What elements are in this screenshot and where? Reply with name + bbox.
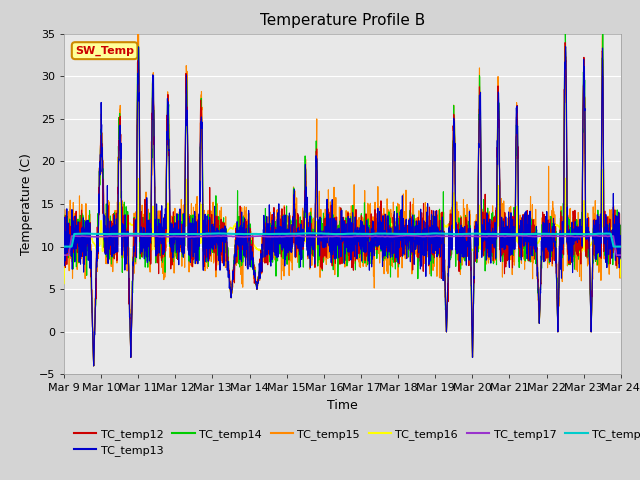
Legend: TC_temp12, TC_temp13, TC_temp14, TC_temp15, TC_temp16, TC_temp17, TC_temp18: TC_temp12, TC_temp13, TC_temp14, TC_temp… (70, 424, 640, 460)
Text: SW_Temp: SW_Temp (75, 46, 134, 56)
Y-axis label: Temperature (C): Temperature (C) (20, 153, 33, 255)
Title: Temperature Profile B: Temperature Profile B (260, 13, 425, 28)
X-axis label: Time: Time (327, 399, 358, 412)
